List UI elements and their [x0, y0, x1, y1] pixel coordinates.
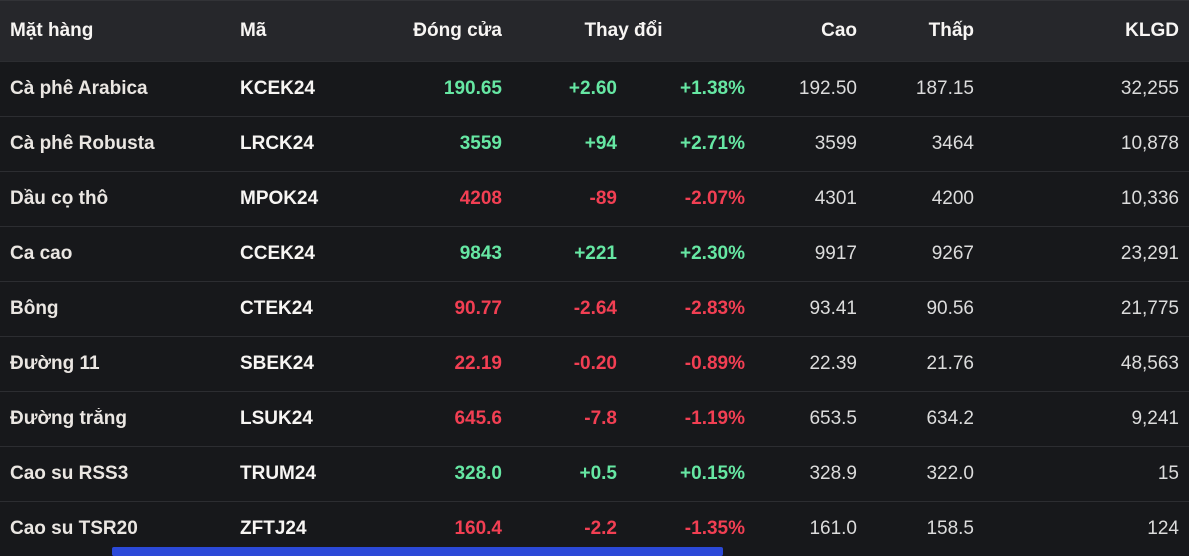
volume: 124 — [1147, 518, 1179, 539]
high-price: 9917 — [814, 243, 857, 264]
high-price: 4301 — [814, 188, 857, 209]
volume: 32,255 — [1120, 78, 1179, 99]
change-percent: +0.15% — [680, 463, 745, 484]
commodity-name: Bông — [10, 298, 59, 319]
ticker-code: ZFTJ24 — [240, 518, 307, 539]
ticker-code: SBEK24 — [240, 353, 314, 374]
table-row-arabica[interactable]: Cà phê Arabica KCEK24 190.65 +2.60 +1.38… — [0, 61, 1189, 116]
table-row-rubber-rss3[interactable]: Cao su RSS3 TRUM24 328.0 +0.5 +0.15% 328… — [0, 446, 1189, 501]
low-price: 158.5 — [926, 518, 974, 539]
commodity-name: Ca cao — [10, 243, 73, 264]
ticker-code: LSUK24 — [240, 408, 313, 429]
change-value: +94 — [584, 133, 617, 154]
table-row-cotton[interactable]: Bông CTEK24 90.77 -2.64 -2.83% 93.41 90.… — [0, 281, 1189, 336]
high-price: 22.39 — [809, 353, 857, 374]
change-percent: +2.71% — [680, 133, 745, 154]
high-price: 328.9 — [809, 463, 857, 484]
high-price: 653.5 — [809, 408, 857, 429]
change-value: -7.8 — [584, 408, 617, 429]
volume: 10,336 — [1120, 188, 1179, 209]
change-percent: -2.07% — [684, 188, 745, 209]
table-row-sugar-11[interactable]: Đường 11 SBEK24 22.19 -0.20 -0.89% 22.39… — [0, 336, 1189, 391]
horizontal-scrollbar-thumb[interactable] — [112, 547, 723, 556]
ticker-code: CTEK24 — [240, 298, 313, 319]
close-price: 160.4 — [454, 518, 502, 539]
table-row-white-sugar[interactable]: Đường trắng LSUK24 645.6 -7.8 -1.19% 653… — [0, 391, 1189, 446]
table-row-robusta[interactable]: Cà phê Robusta LRCK24 3559 +94 +2.71% 35… — [0, 116, 1189, 171]
close-price: 190.65 — [443, 78, 502, 99]
change-value: +221 — [574, 243, 617, 264]
change-percent: +1.38% — [680, 78, 745, 99]
high-price: 3599 — [814, 133, 857, 154]
close-price: 4208 — [459, 188, 502, 209]
low-price: 4200 — [931, 188, 974, 209]
commodity-name: Đường trắng — [10, 408, 127, 429]
change-value: -89 — [589, 188, 617, 209]
header-commodity: Mặt hàng — [10, 20, 94, 41]
close-price: 22.19 — [454, 353, 502, 374]
change-value: -2.64 — [573, 298, 617, 319]
change-percent: +2.30% — [680, 243, 745, 264]
commodity-name: Cà phê Arabica — [10, 78, 148, 99]
change-value: -0.20 — [573, 353, 617, 374]
high-price: 161.0 — [809, 518, 857, 539]
table-header-row: Mặt hàng Mã Đóng cửa Thay đổi Cao Thấp K… — [0, 0, 1189, 61]
ticker-code: CCEK24 — [240, 243, 315, 264]
low-price: 187.15 — [915, 78, 974, 99]
volume: 9,241 — [1131, 408, 1179, 429]
close-price: 645.6 — [454, 408, 502, 429]
close-price: 328.0 — [454, 463, 502, 484]
header-close: Đóng cửa — [413, 20, 502, 41]
change-percent: -0.89% — [684, 353, 745, 374]
high-price: 93.41 — [809, 298, 857, 319]
header-code: Mã — [240, 20, 267, 41]
ticker-code: LRCK24 — [240, 133, 314, 154]
volume: 10,878 — [1120, 133, 1179, 154]
table-row-palm-oil[interactable]: Dầu cọ thô MPOK24 4208 -89 -2.07% 4301 4… — [0, 171, 1189, 226]
change-percent: -1.19% — [684, 408, 745, 429]
close-price: 3559 — [459, 133, 502, 154]
header-volume: KLGD — [1125, 20, 1179, 41]
low-price: 3464 — [931, 133, 974, 154]
ticker-code: MPOK24 — [240, 188, 319, 209]
low-price: 634.2 — [926, 408, 974, 429]
change-value: -2.2 — [584, 518, 617, 539]
commodity-name: Dầu cọ thô — [10, 188, 109, 209]
high-price: 192.50 — [798, 78, 857, 99]
volume: 23,291 — [1120, 243, 1179, 264]
low-price: 21.76 — [926, 353, 974, 374]
commodity-name: Cao su TSR20 — [10, 518, 138, 539]
volume: 15 — [1157, 463, 1179, 484]
ticker-code: KCEK24 — [240, 78, 315, 99]
volume: 21,775 — [1120, 298, 1179, 319]
header-low: Thấp — [928, 20, 974, 41]
low-price: 322.0 — [926, 463, 974, 484]
commodity-name: Đường 11 — [10, 353, 100, 374]
commodity-name: Cao su RSS3 — [10, 463, 129, 484]
commodity-name: Cà phê Robusta — [10, 133, 155, 154]
low-price: 90.56 — [926, 298, 974, 319]
change-percent: -2.83% — [684, 298, 745, 319]
change-value: +2.60 — [568, 78, 617, 99]
header-high: Cao — [821, 20, 857, 41]
volume: 48,563 — [1120, 353, 1179, 374]
close-price: 90.77 — [454, 298, 502, 319]
close-price: 9843 — [459, 243, 502, 264]
table-row-rubber-tsr20[interactable]: Cao su TSR20 ZFTJ24 160.4 -2.2 -1.35% 16… — [0, 501, 1189, 556]
ticker-code: TRUM24 — [240, 463, 317, 484]
table-row-cocoa[interactable]: Ca cao CCEK24 9843 +221 +2.30% 9917 9267… — [0, 226, 1189, 281]
header-change: Thay đổi — [584, 20, 663, 41]
change-value: +0.5 — [579, 463, 617, 484]
low-price: 9267 — [931, 243, 974, 264]
change-percent: -1.35% — [684, 518, 745, 539]
